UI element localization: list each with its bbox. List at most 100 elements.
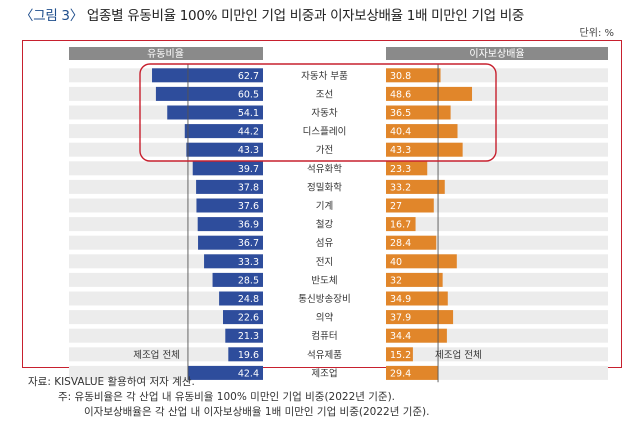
right-header-label: 이자보상배율 bbox=[469, 48, 524, 60]
bar-left bbox=[198, 235, 263, 250]
value-label-left: 43.3 bbox=[238, 145, 259, 156]
category-label: 의약 bbox=[316, 312, 334, 324]
category-label: 기계 bbox=[316, 200, 333, 212]
bar-right bbox=[386, 272, 443, 287]
value-label-right: 33.2 bbox=[390, 182, 411, 193]
bar-left bbox=[204, 254, 263, 269]
value-label-right: 30.8 bbox=[390, 71, 411, 82]
bar-left bbox=[197, 217, 263, 232]
value-label-right: 34.4 bbox=[390, 331, 411, 342]
reference-label-left: 제조업 전체 bbox=[133, 349, 180, 361]
bar-right bbox=[386, 86, 473, 101]
row-band-left bbox=[69, 310, 263, 325]
category-label: 자동차 부품 bbox=[301, 70, 348, 82]
row-band-right bbox=[386, 198, 608, 213]
bar-left bbox=[167, 105, 263, 120]
row-band-right bbox=[386, 347, 608, 362]
bar-right bbox=[386, 291, 448, 306]
source-note: 자료: KISVALUE 활용하여 저자 계산. bbox=[28, 376, 195, 388]
value-label-right: 29.4 bbox=[390, 368, 411, 379]
value-label-right: 27 bbox=[390, 201, 402, 212]
value-label-left: 54.1 bbox=[238, 108, 259, 119]
value-label-left: 36.9 bbox=[238, 220, 259, 231]
value-label-right: 40 bbox=[390, 257, 402, 268]
category-label: 제조업 bbox=[311, 367, 337, 379]
value-label-left: 60.5 bbox=[238, 89, 259, 100]
bar-right bbox=[386, 310, 454, 325]
bar-right bbox=[386, 235, 437, 250]
category-label: 통신방송장비 bbox=[298, 294, 350, 305]
figure-title-text: 업종별 유동비율 100% 미만인 기업 비중과 이자보상배율 1배 미만인 기… bbox=[86, 8, 524, 24]
bar-right bbox=[386, 198, 434, 213]
value-label-left: 39.7 bbox=[238, 164, 259, 175]
value-label-left: 37.6 bbox=[238, 201, 259, 212]
value-label-right: 23.3 bbox=[390, 164, 411, 175]
bar-right bbox=[386, 365, 439, 380]
value-label-left: 37.8 bbox=[238, 182, 259, 193]
value-label-right: 16.7 bbox=[390, 220, 411, 231]
bar-left bbox=[222, 310, 263, 325]
value-label-right: 48.6 bbox=[390, 89, 411, 100]
category-label: 자동차 bbox=[311, 107, 337, 119]
footnote-2: 이자보상배율은 각 산업 내 이자보상배율 1배 미만인 기업 비중(2022년… bbox=[84, 406, 430, 418]
value-label-right: 32 bbox=[390, 275, 402, 286]
category-label: 가전 bbox=[316, 145, 333, 156]
bar-left bbox=[212, 272, 263, 287]
category-label: 디스플레이 bbox=[303, 127, 347, 138]
bar-left bbox=[155, 86, 263, 101]
category-label: 섬유 bbox=[316, 238, 334, 249]
value-label-left: 19.6 bbox=[238, 350, 259, 361]
figure-title: 〈그림 3〉 업종별 유동비율 100% 미만인 기업 비중과 이자보상배율 1… bbox=[20, 4, 524, 24]
bar-right bbox=[386, 328, 447, 343]
value-label-left: 36.7 bbox=[238, 238, 259, 249]
bar-left bbox=[196, 198, 263, 213]
bar-right bbox=[386, 142, 463, 157]
right-header-bar bbox=[386, 47, 608, 60]
category-label: 컴퓨터 bbox=[311, 330, 337, 342]
bar-left bbox=[228, 347, 263, 362]
row-band-right bbox=[386, 217, 608, 232]
row-band-right bbox=[386, 161, 608, 176]
row-band-right bbox=[386, 68, 608, 83]
row-band-right bbox=[386, 235, 608, 250]
bar-right bbox=[386, 347, 413, 362]
value-label-right: 40.4 bbox=[390, 127, 411, 138]
row-band-left bbox=[69, 328, 263, 343]
bar-left bbox=[219, 291, 263, 306]
left-header-bar bbox=[69, 47, 263, 60]
category-label: 정밀화학 bbox=[307, 181, 342, 193]
category-label: 철강 bbox=[316, 220, 334, 231]
category-label: 석유화학 bbox=[307, 164, 342, 175]
value-label-left: 22.6 bbox=[238, 313, 259, 324]
left-header-label: 유동비율 bbox=[147, 48, 184, 60]
notes: 자료: KISVALUE 활용하여 저자 계산. 주: 유동비율은 각 산업 내… bbox=[28, 375, 429, 420]
category-label: 반도체 bbox=[311, 275, 337, 286]
bar-left bbox=[184, 124, 263, 139]
category-label: 조선 bbox=[316, 89, 333, 100]
unit-label: 단위: % bbox=[579, 28, 614, 39]
value-label-left: 33.3 bbox=[238, 257, 259, 268]
highlight-box bbox=[139, 63, 497, 162]
value-label-right: 37.9 bbox=[390, 313, 411, 324]
value-label-left: 28.5 bbox=[238, 275, 259, 286]
value-label-left: 24.8 bbox=[238, 294, 259, 305]
value-label-left: 42.4 bbox=[238, 368, 259, 379]
value-label-right: 34.9 bbox=[390, 294, 411, 305]
category-label: 전지 bbox=[316, 257, 333, 268]
chart-frame bbox=[22, 40, 622, 368]
value-label-left: 62.7 bbox=[238, 71, 259, 82]
bar-right bbox=[386, 161, 428, 176]
row-band-right bbox=[386, 365, 608, 380]
bar-left bbox=[225, 328, 263, 343]
footnote-1: 주: 유동비율은 각 산업 내 유동비율 100% 미만인 기업 비중(2022… bbox=[58, 391, 396, 403]
value-label-right: 43.3 bbox=[390, 145, 411, 156]
value-label-right: 28.4 bbox=[390, 238, 411, 249]
row-band-left bbox=[69, 291, 263, 306]
bar-left bbox=[152, 68, 263, 83]
bar-right bbox=[386, 217, 416, 232]
row-band-left bbox=[69, 347, 263, 362]
bar-left bbox=[186, 142, 263, 157]
category-label: 석유제품 bbox=[307, 350, 342, 361]
reference-label-right: 제조업 전체 bbox=[435, 349, 482, 361]
